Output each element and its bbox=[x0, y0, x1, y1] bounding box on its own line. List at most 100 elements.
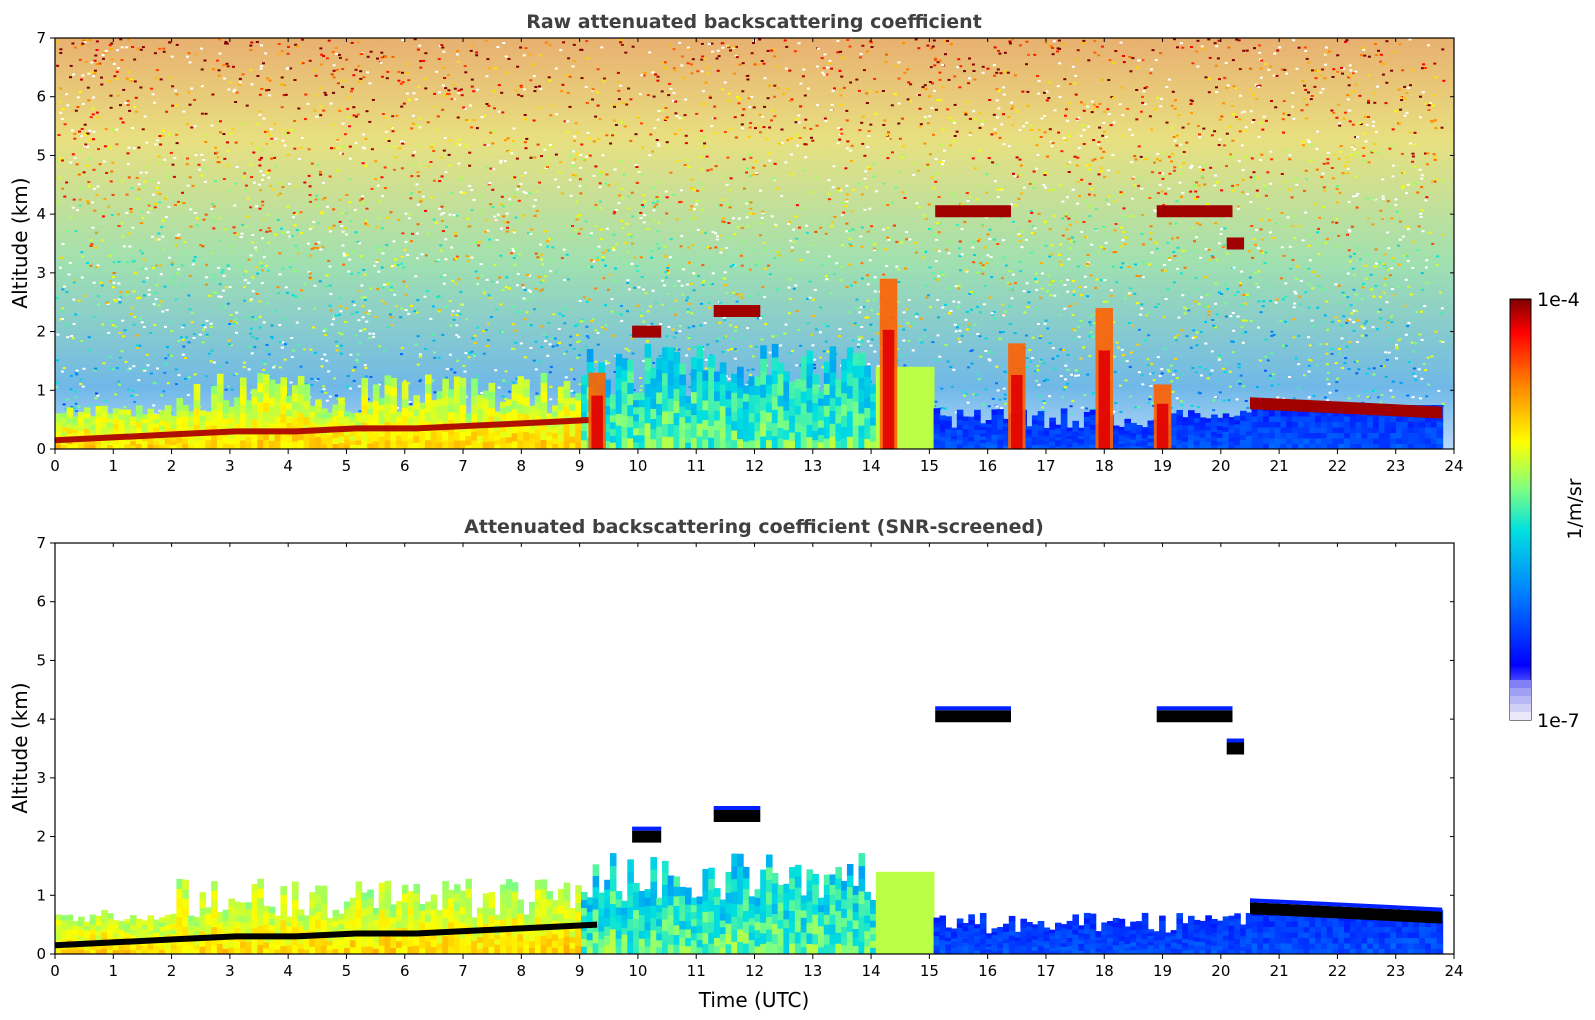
cloud-layer-edge bbox=[1156, 706, 1233, 711]
panel1-y-axis-label: Altitude (km) bbox=[8, 177, 32, 308]
x-tick-label: 22 bbox=[1328, 457, 1347, 475]
x-tick-label: 0 bbox=[50, 962, 60, 980]
cloud-layer bbox=[713, 810, 761, 822]
x-tick-label: 16 bbox=[978, 457, 997, 475]
panel1-x-ticks: 0 1 2 3 4 5 6 7 8 9 10 11 12 13 14 15 16 17 18 19 20 21 22 23 24 bbox=[50, 38, 1464, 475]
x-tick-label: 24 bbox=[1444, 457, 1463, 475]
x-tick-label: 4 bbox=[283, 457, 293, 475]
features bbox=[55, 706, 1443, 949]
x-tick-label: 11 bbox=[687, 962, 706, 980]
y-tick-label: 5 bbox=[36, 651, 46, 669]
precipitation-core bbox=[1011, 375, 1023, 449]
x-tick-label: 11 bbox=[687, 457, 706, 475]
precipitation-core bbox=[1098, 350, 1110, 449]
y-tick-label: 7 bbox=[36, 29, 46, 47]
x-tick-label: 8 bbox=[517, 457, 527, 475]
colorbar: 1e-4 1e-7 1/m/sr bbox=[1509, 289, 1586, 732]
cloud-layer bbox=[1250, 397, 1443, 419]
x-tick-label: 22 bbox=[1328, 962, 1347, 980]
x-tick-label: 19 bbox=[1153, 962, 1172, 980]
x-tick-label: 18 bbox=[1095, 457, 1114, 475]
y-tick-label: 4 bbox=[36, 710, 46, 728]
x-tick-label: 10 bbox=[628, 962, 647, 980]
x-tick-label: 13 bbox=[803, 962, 822, 980]
panel1-title: Raw attenuated backscattering coefficien… bbox=[526, 11, 982, 33]
x-tick-label: 24 bbox=[1444, 962, 1463, 980]
x-tick-label: 9 bbox=[575, 962, 585, 980]
raw-backscatter-panel: Raw attenuated backscattering coefficien… bbox=[8, 11, 1464, 475]
cloud-layer-edge bbox=[1226, 738, 1245, 743]
precipitation-core bbox=[882, 329, 895, 449]
cloud-layer-edge bbox=[713, 806, 761, 810]
x-tick-label: 5 bbox=[342, 457, 352, 475]
x-tick-label: 14 bbox=[862, 962, 881, 980]
x-tick-label: 7 bbox=[458, 962, 468, 980]
y-tick-label: 1 bbox=[36, 886, 46, 904]
colorbar-step bbox=[1510, 712, 1531, 720]
screened-backscatter-panel: Attenuated backscattering coefficient (S… bbox=[8, 516, 1464, 1012]
x-tick-label: 12 bbox=[745, 457, 764, 475]
screened-background bbox=[55, 543, 1454, 954]
cloud-layer bbox=[1250, 902, 1443, 924]
colorbar-min-label: 1e-7 bbox=[1537, 710, 1580, 732]
x-tick-label: 23 bbox=[1386, 962, 1405, 980]
y-tick-label: 1 bbox=[36, 381, 46, 399]
panel2-y-axis-label: Altitude (km) bbox=[8, 682, 32, 813]
colorbar-unit-label: 1/m/sr bbox=[1564, 478, 1586, 539]
x-tick-label: 1 bbox=[109, 962, 119, 980]
cloud-layer bbox=[713, 305, 761, 317]
y-tick-label: 2 bbox=[36, 828, 46, 846]
boundary-layer-line bbox=[55, 416, 598, 444]
cloud-layer bbox=[1156, 710, 1233, 723]
x-tick-label: 14 bbox=[862, 457, 881, 475]
x-tick-label: 7 bbox=[458, 457, 468, 475]
cloud-layer-edge bbox=[632, 826, 662, 831]
x-tick-label: 21 bbox=[1270, 457, 1289, 475]
x-tick-label: 3 bbox=[225, 962, 235, 980]
y-tick-label: 0 bbox=[36, 440, 46, 458]
y-tick-label: 0 bbox=[36, 945, 46, 963]
low-level-field bbox=[55, 343, 1444, 449]
features bbox=[55, 205, 1443, 449]
panel1-y-ticks: 0 1 2 3 4 5 6 7 bbox=[36, 29, 1454, 458]
colorbar-max-label: 1e-4 bbox=[1537, 289, 1580, 311]
panel2-x-axis-label: Time (UTC) bbox=[698, 988, 810, 1012]
x-tick-label: 10 bbox=[628, 457, 647, 475]
cloud-layer bbox=[632, 325, 662, 338]
colorbar-step bbox=[1510, 680, 1531, 688]
colorbar-step bbox=[1510, 688, 1531, 696]
precipitation-core bbox=[591, 395, 603, 449]
x-tick-label: 5 bbox=[342, 962, 352, 980]
colorbar-step bbox=[1510, 696, 1531, 704]
cloud-layer bbox=[1226, 742, 1245, 755]
panel2-x-ticks: 0 1 2 3 4 5 6 7 8 9 10 11 12 13 14 15 16 17 18 19 20 21 22 23 24 bbox=[50, 543, 1464, 980]
x-tick-label: 15 bbox=[920, 457, 939, 475]
x-tick-label: 18 bbox=[1095, 962, 1114, 980]
colorbar-step bbox=[1510, 704, 1531, 712]
x-tick-label: 6 bbox=[400, 962, 410, 980]
cloud-layer-edge bbox=[1250, 898, 1443, 912]
cloud-layer bbox=[935, 205, 1011, 218]
cloud-layer-edge bbox=[935, 706, 1011, 711]
x-tick-label: 0 bbox=[50, 457, 60, 475]
x-tick-label: 21 bbox=[1270, 962, 1289, 980]
x-tick-label: 9 bbox=[575, 457, 585, 475]
screened-backscatter-heatmap bbox=[55, 543, 1454, 954]
y-tick-label: 3 bbox=[36, 264, 46, 282]
y-tick-label: 3 bbox=[36, 769, 46, 787]
x-tick-label: 6 bbox=[400, 457, 410, 475]
cloud-layer bbox=[1226, 237, 1245, 250]
x-tick-label: 19 bbox=[1153, 457, 1172, 475]
low-level-field bbox=[55, 853, 1444, 954]
x-tick-label: 8 bbox=[517, 962, 527, 980]
x-tick-label: 20 bbox=[1211, 457, 1230, 475]
x-tick-label: 12 bbox=[745, 962, 764, 980]
y-tick-label: 2 bbox=[36, 323, 46, 341]
y-tick-label: 4 bbox=[36, 205, 46, 223]
cloud-layer bbox=[632, 830, 662, 843]
x-tick-label: 2 bbox=[167, 962, 177, 980]
panel2-title: Attenuated backscattering coefficient (S… bbox=[464, 516, 1044, 538]
precipitation-core bbox=[1156, 403, 1169, 449]
y-tick-label: 7 bbox=[36, 534, 46, 552]
